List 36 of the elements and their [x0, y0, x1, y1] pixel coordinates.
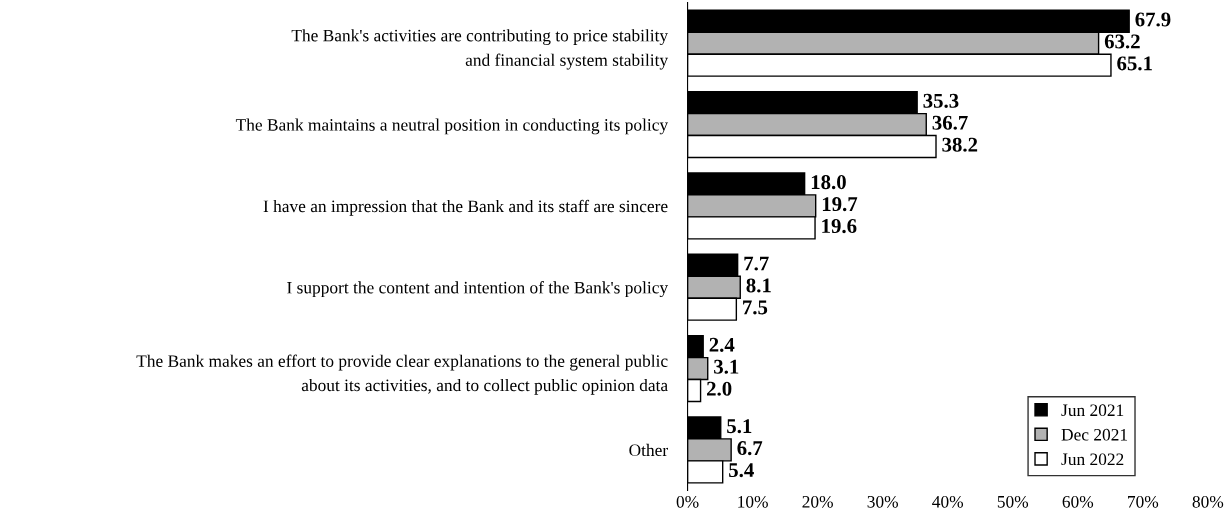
data-label: 3.1	[714, 359, 739, 374]
y-tick-label: I have an impression that the Bank and its staff are sincere	[263, 199, 668, 216]
y-tick-label: The Bank maintains a neutral position in conducting its policy	[235, 118, 669, 135]
x-tick-label: 20%	[802, 495, 833, 508]
y-tick-label: Other	[629, 443, 668, 457]
x-tick-label: 50%	[997, 495, 1029, 508]
data-label: 6.7	[737, 441, 763, 456]
data-label: 19.7	[822, 197, 858, 212]
x-tick-label: 10%	[738, 495, 768, 508]
data-label: 5.4	[729, 463, 754, 478]
data-label: 35.3	[923, 93, 959, 108]
x-tick-label: 70%	[1128, 495, 1159, 508]
data-label: 5.1	[727, 419, 752, 434]
legend-label: Dec 2021	[1061, 428, 1128, 441]
x-tick-label: 80%	[1192, 495, 1224, 508]
data-label: 38.2	[942, 137, 978, 152]
data-label: 67.9	[1135, 12, 1171, 27]
x-tick-label: 40%	[932, 495, 964, 508]
legend-label: Jun 2022	[1061, 453, 1124, 466]
data-label: 8.1	[746, 278, 771, 293]
y-tick-label: The Bank's activities are contributing to price stability and financial system stability	[291, 29, 669, 70]
data-label: 7.5	[743, 300, 768, 315]
x-tick-label: 0%	[676, 495, 699, 508]
y-tick-label: I support the content and intention of the Bank's policy	[287, 281, 669, 298]
data-label: 36.7	[932, 115, 968, 130]
y-tick-label: The Bank makes an effort to provide clear explanations to the general public about its activities, and to collect public opinion data	[136, 354, 668, 395]
x-tick-label: 30%	[867, 495, 898, 508]
data-label: 7.7	[744, 256, 769, 271]
data-label: 19.6	[822, 219, 857, 234]
legend-label: Jun 2021	[1061, 404, 1124, 417]
data-label: 2.0	[707, 381, 732, 396]
data-label: 18.0	[811, 175, 846, 190]
data-label: 65.1	[1117, 56, 1152, 71]
data-label: 63.2	[1104, 34, 1140, 49]
data-label: 2.4	[709, 337, 735, 352]
x-tick-label: 60%	[1062, 495, 1094, 508]
